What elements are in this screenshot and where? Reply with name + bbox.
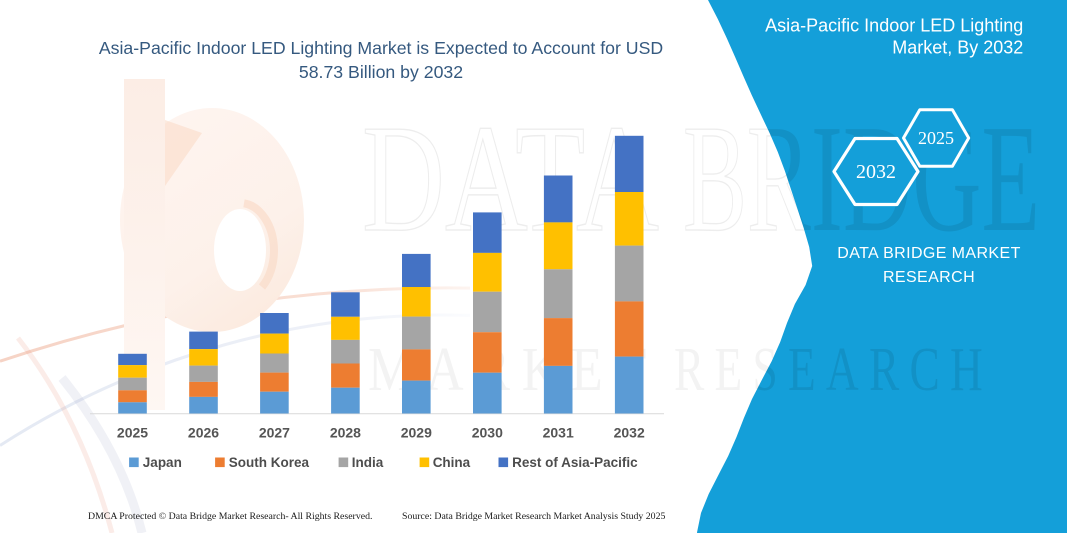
- svg-text:India: India: [352, 455, 384, 470]
- svg-text:58.73 Billion by 2032: 58.73 Billion by 2032: [299, 62, 463, 82]
- svg-text:Market, By 2032: Market, By 2032: [892, 38, 1023, 58]
- svg-text:2026: 2026: [188, 425, 219, 441]
- svg-text:2032: 2032: [614, 425, 645, 441]
- svg-text:2032: 2032: [856, 161, 896, 183]
- svg-text:DMCA Protected © Data Bridge M: DMCA Protected © Data Bridge Market Rese…: [88, 511, 372, 522]
- svg-text:DATA BRIDGE MARKET: DATA BRIDGE MARKET: [837, 245, 1021, 262]
- svg-text:DATA: DATA: [362, 94, 659, 264]
- svg-text:2031: 2031: [543, 425, 574, 441]
- svg-text:2025: 2025: [918, 128, 954, 148]
- svg-text:China: China: [433, 455, 471, 470]
- svg-text:2027: 2027: [259, 425, 290, 441]
- svg-text:Asia-Pacific Indoor LED Lighti: Asia-Pacific Indoor LED Lighting: [765, 16, 1023, 36]
- svg-text:South Korea: South Korea: [229, 455, 310, 470]
- svg-text:Source: Data Bridge Market Res: Source: Data Bridge Market Research Mark…: [402, 511, 665, 522]
- svg-text:RESEARCH: RESEARCH: [883, 269, 975, 286]
- svg-text:2025: 2025: [117, 425, 148, 441]
- svg-text:2029: 2029: [401, 425, 432, 441]
- svg-text:Asia-Pacific Indoor LED Lighti: Asia-Pacific Indoor LED Lighting Market …: [99, 38, 663, 58]
- svg-text:2028: 2028: [330, 425, 361, 441]
- svg-text:2030: 2030: [472, 425, 503, 441]
- svg-text:Japan: Japan: [143, 455, 182, 470]
- svg-text:Rest of Asia-Pacific: Rest of Asia-Pacific: [512, 455, 638, 470]
